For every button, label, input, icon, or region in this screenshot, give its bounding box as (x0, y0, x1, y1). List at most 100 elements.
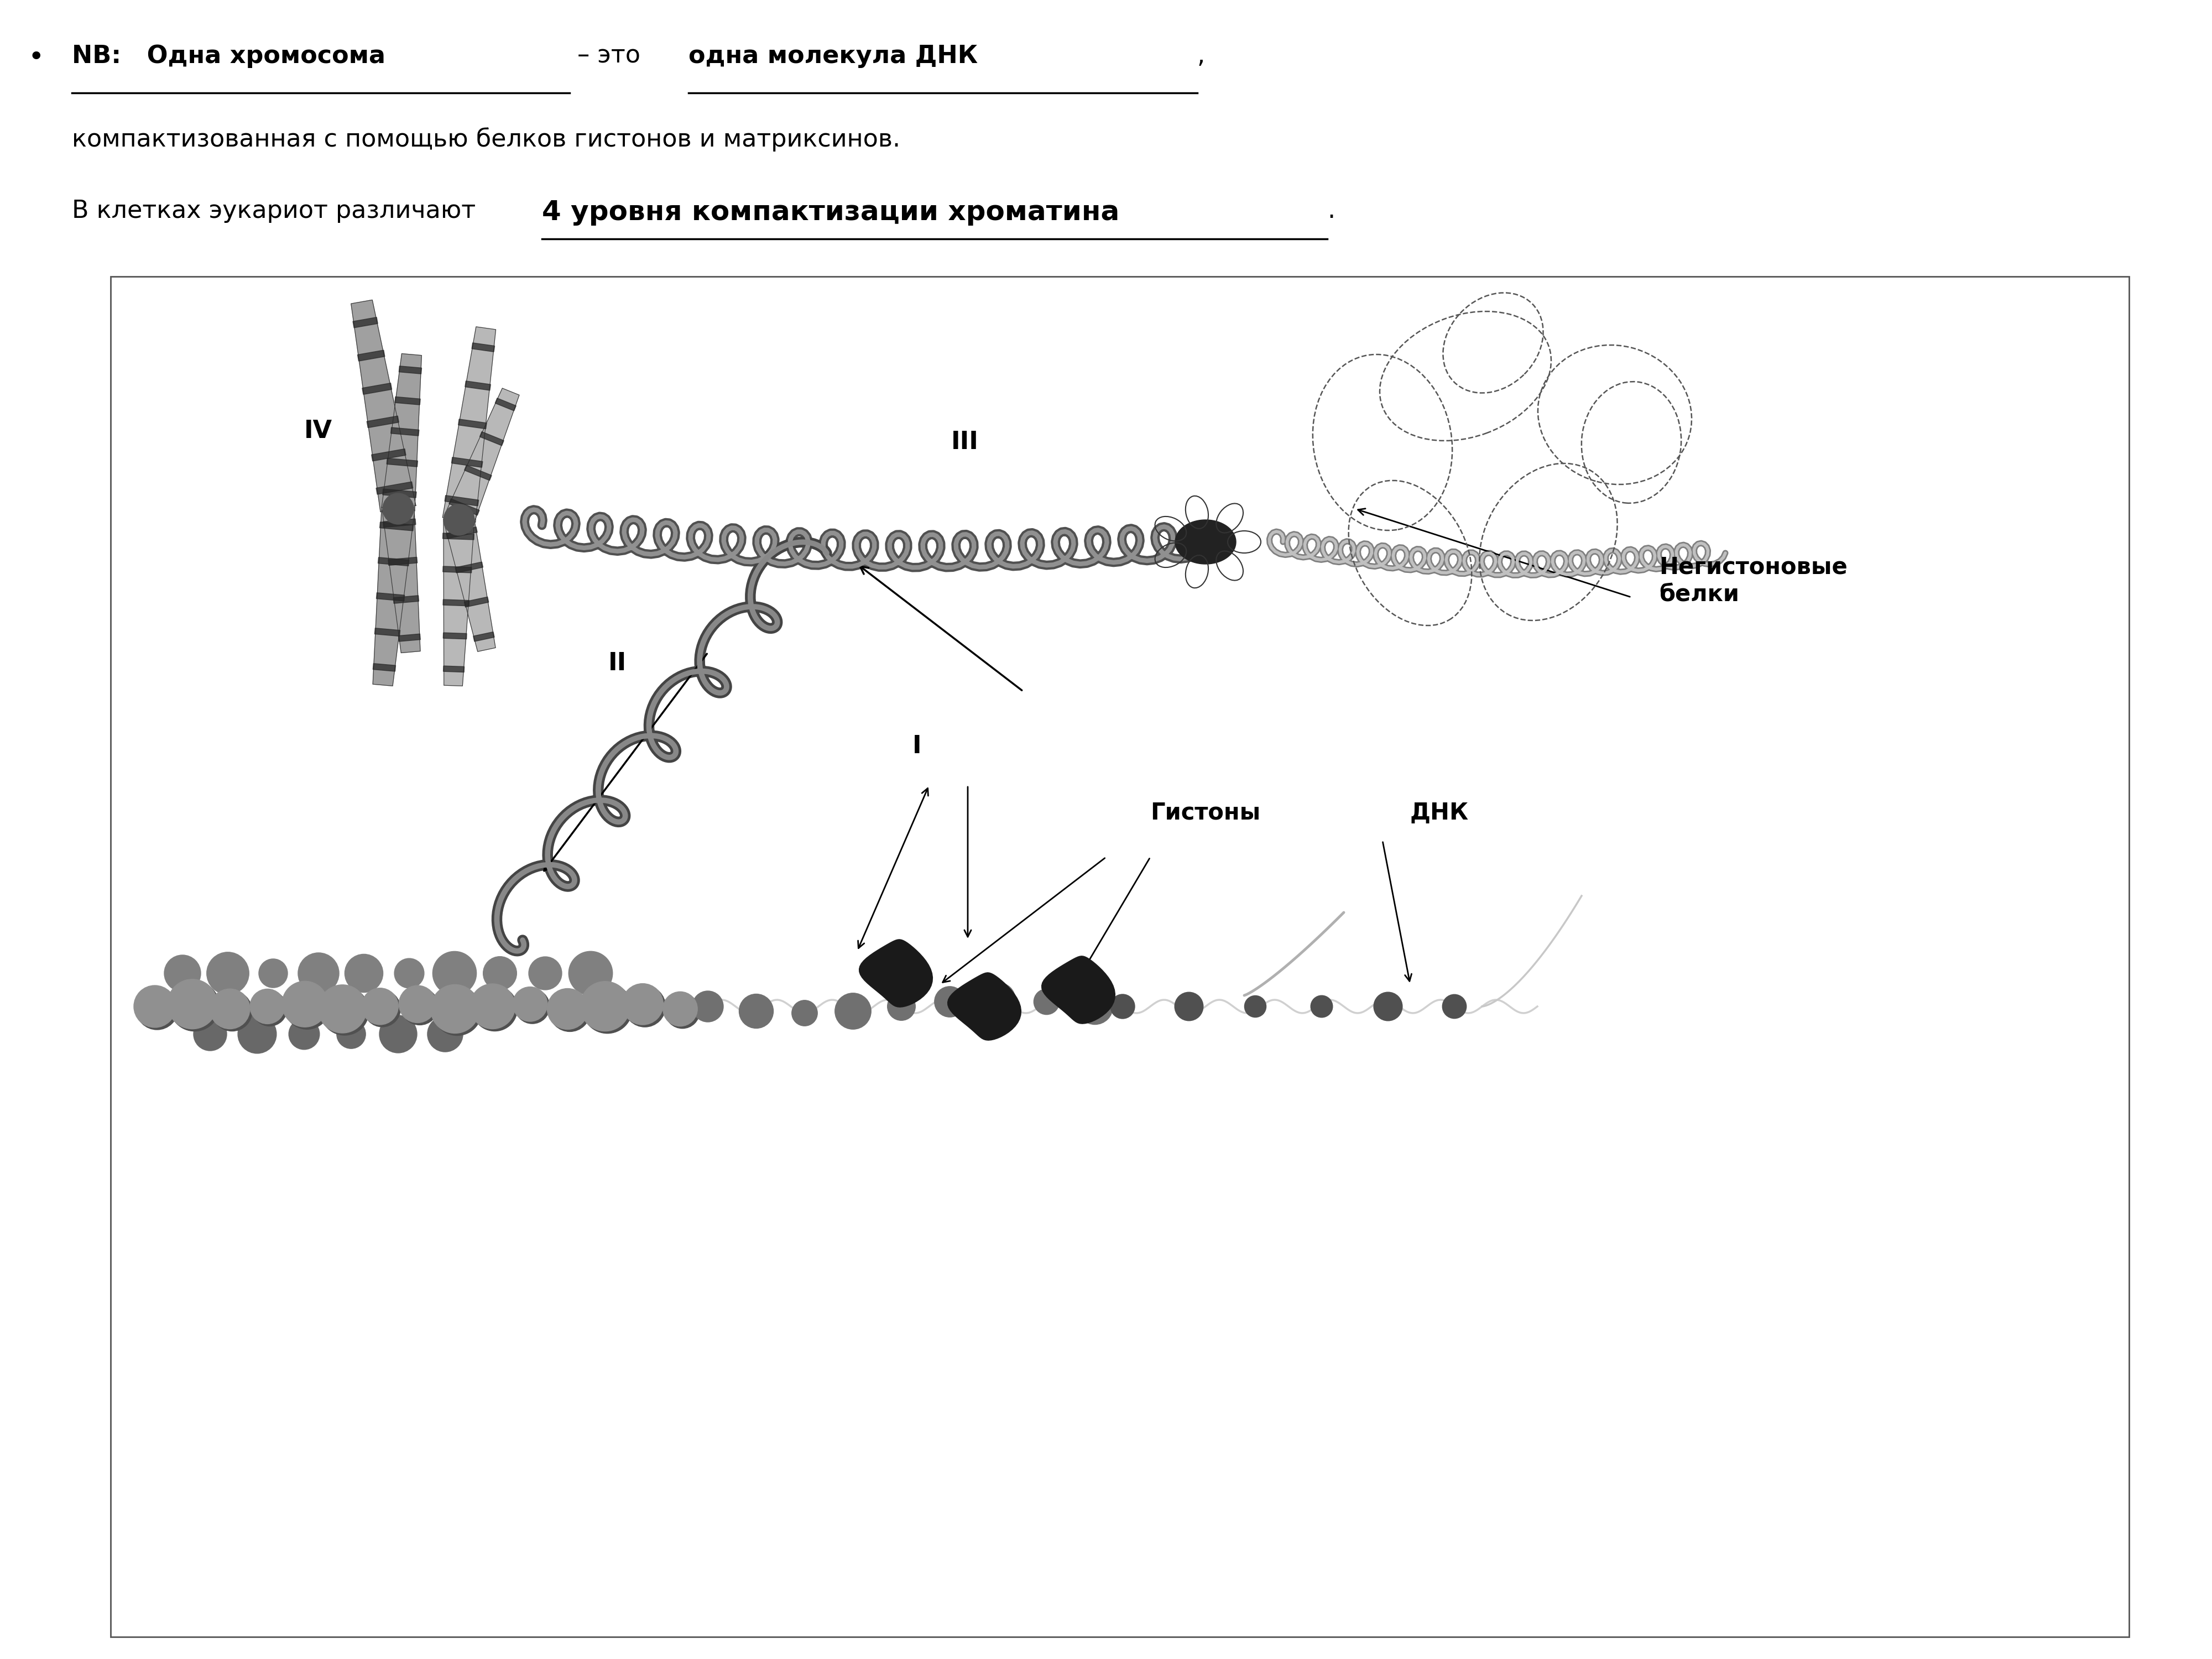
Circle shape (133, 985, 177, 1027)
Polygon shape (363, 383, 392, 395)
Circle shape (434, 987, 482, 1035)
Polygon shape (380, 523, 414, 531)
Circle shape (529, 957, 562, 990)
Circle shape (281, 980, 327, 1027)
Polygon shape (352, 300, 416, 513)
Text: Гистоны: Гистоны (1150, 801, 1261, 825)
Text: ДНК: ДНК (1411, 801, 1469, 825)
Circle shape (252, 990, 288, 1025)
Circle shape (980, 982, 1015, 1017)
Circle shape (336, 1020, 365, 1048)
Text: III: III (951, 431, 978, 455)
Circle shape (170, 982, 219, 1032)
Text: В клетках эукариот различают: В клетках эукариот различают (71, 199, 484, 222)
Polygon shape (442, 665, 465, 672)
Polygon shape (383, 519, 416, 528)
Polygon shape (394, 596, 418, 604)
Polygon shape (354, 317, 378, 328)
Circle shape (206, 952, 250, 994)
Circle shape (549, 990, 591, 1032)
Circle shape (624, 985, 666, 1027)
Polygon shape (495, 398, 515, 411)
Circle shape (933, 987, 964, 1017)
Polygon shape (449, 499, 480, 516)
Polygon shape (374, 664, 396, 672)
Text: – это: – это (571, 45, 648, 68)
Polygon shape (367, 416, 398, 428)
Polygon shape (378, 557, 409, 566)
Circle shape (666, 994, 699, 1029)
Polygon shape (1175, 519, 1237, 564)
Polygon shape (387, 557, 418, 566)
Circle shape (1312, 995, 1332, 1017)
Polygon shape (383, 508, 420, 654)
Polygon shape (387, 458, 418, 466)
Circle shape (445, 504, 476, 536)
Text: •: • (27, 45, 44, 71)
Circle shape (299, 952, 338, 994)
Polygon shape (392, 428, 418, 436)
Circle shape (319, 985, 367, 1034)
Circle shape (321, 987, 369, 1035)
Polygon shape (358, 350, 385, 362)
Circle shape (380, 1015, 416, 1053)
Text: компактизованная с помощью белков гистонов и матриксинов.: компактизованная с помощью белков гистон… (71, 128, 900, 151)
Polygon shape (376, 481, 414, 494)
Circle shape (195, 1017, 228, 1050)
Polygon shape (480, 431, 504, 446)
Polygon shape (445, 388, 520, 526)
Polygon shape (442, 327, 495, 523)
Circle shape (568, 951, 613, 995)
Polygon shape (398, 367, 422, 373)
Polygon shape (858, 939, 933, 1007)
Circle shape (363, 989, 398, 1025)
Polygon shape (947, 972, 1022, 1040)
Circle shape (212, 990, 252, 1032)
Polygon shape (458, 420, 487, 430)
FancyBboxPatch shape (111, 277, 2128, 1637)
Circle shape (469, 984, 515, 1029)
Polygon shape (442, 632, 467, 639)
Circle shape (1245, 995, 1265, 1017)
Polygon shape (442, 566, 471, 572)
Polygon shape (451, 458, 482, 468)
Circle shape (137, 987, 177, 1030)
Text: 4 уровня компактизации хроматина: 4 уровня компактизации хроматина (542, 199, 1119, 226)
Circle shape (290, 1019, 319, 1050)
Circle shape (434, 951, 476, 995)
Circle shape (1175, 992, 1203, 1020)
Text: ,: , (1197, 45, 1206, 68)
Circle shape (239, 1015, 276, 1053)
Circle shape (345, 954, 383, 992)
Polygon shape (471, 343, 495, 352)
Polygon shape (465, 382, 491, 390)
Circle shape (622, 984, 664, 1025)
Circle shape (398, 985, 436, 1022)
Circle shape (739, 994, 774, 1029)
Circle shape (365, 990, 400, 1027)
Polygon shape (465, 597, 489, 607)
Polygon shape (465, 465, 491, 481)
Polygon shape (383, 353, 422, 511)
Circle shape (168, 979, 217, 1029)
Circle shape (471, 985, 518, 1032)
Circle shape (692, 990, 723, 1022)
Polygon shape (376, 592, 405, 601)
Polygon shape (456, 562, 482, 572)
Text: II: II (608, 652, 626, 675)
Circle shape (482, 957, 518, 990)
Circle shape (515, 989, 549, 1024)
Polygon shape (442, 533, 473, 539)
Circle shape (427, 1017, 462, 1052)
Circle shape (792, 1000, 818, 1025)
Polygon shape (398, 634, 420, 642)
Circle shape (283, 984, 330, 1029)
Polygon shape (1042, 956, 1115, 1024)
Polygon shape (374, 508, 414, 685)
Circle shape (400, 987, 438, 1025)
Circle shape (210, 989, 250, 1029)
Text: Негистоновые
белки: Негистоновые белки (1659, 556, 1847, 606)
Circle shape (582, 984, 633, 1034)
Circle shape (1110, 994, 1135, 1019)
Polygon shape (383, 489, 416, 498)
